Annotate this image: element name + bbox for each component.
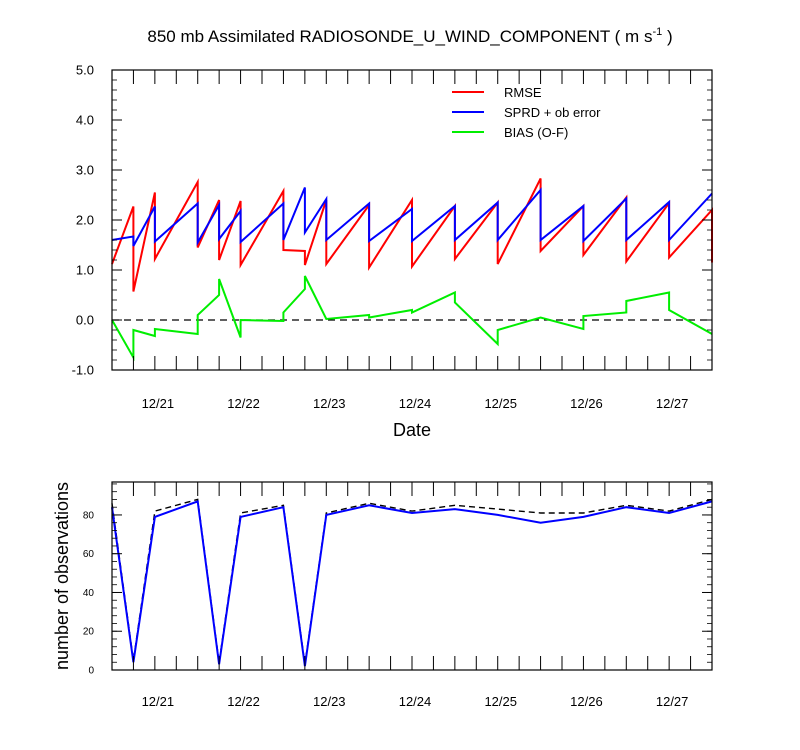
obs-used-line [111, 500, 713, 667]
bottom-x-tick-label: 12/21 [142, 694, 175, 709]
top-y-tick-label: 5.0 [76, 63, 94, 78]
legend-label-rmse: RMSE [504, 85, 542, 100]
bottom-x-tick-label: 12/25 [484, 694, 517, 709]
top-x-tick-label: 12/26 [570, 396, 603, 411]
bottom-x-tick-label: 12/26 [570, 694, 603, 709]
top-x-axis-label: Date [393, 420, 431, 440]
bottom-x-tick-label: 12/22 [227, 694, 260, 709]
legend-label-sprd: SPRD + ob error [504, 105, 601, 120]
bias-line [111, 275, 713, 362]
bottom-y-axis-label: number of observations [52, 482, 72, 670]
bottom-x-tick-label: 12/23 [313, 694, 346, 709]
chart-title: 850 mb Assimilated RADIOSONDE_U_WIND_COM… [147, 26, 672, 46]
bottom-x-tick-label: 12/24 [399, 694, 432, 709]
top-panel: -1.0 0.0 1.0 2.0 3.0 4.0 5.0 12/21 12/22 12/23 12/… [72, 63, 713, 440]
bottom-y-tick-label: 80 [83, 510, 95, 521]
legend-label-bias: BIAS (O-F) [504, 125, 568, 140]
sprd-line [111, 187, 713, 247]
bottom-y-tick-label: 40 [83, 588, 95, 599]
bottom-plot-frame [111, 481, 713, 671]
top-y-tick-label: 1.0 [76, 263, 94, 278]
top-x-tick-label: 12/22 [227, 396, 260, 411]
top-y-tick-label: -1.0 [72, 363, 94, 378]
obs-possible-line [111, 498, 713, 665]
top-y-tick-label: 2.0 [76, 213, 94, 228]
top-y-tick-label: 3.0 [76, 163, 94, 178]
top-y-tick-label: 4.0 [76, 113, 94, 128]
bottom-y-tick-label: 0 [88, 666, 94, 677]
bottom-panel: 0 20 40 60 80 12/21 12/22 12/23 12/24 12/25 12/26 1… [52, 481, 713, 709]
top-x-tick-label: 12/27 [656, 396, 689, 411]
top-x-tick-label: 12/24 [399, 396, 432, 411]
top-x-tick-label: 12/21 [142, 396, 175, 411]
bottom-y-tick-label: 20 [83, 627, 95, 638]
legend: RMSE SPRD + ob error BIAS (O-F) [452, 85, 601, 140]
bottom-y-tick-label: 60 [83, 549, 95, 560]
bottom-x-tick-label: 12/27 [656, 694, 689, 709]
top-x-tick-label: 12/23 [313, 396, 346, 411]
top-y-tick-label: 0.0 [76, 313, 94, 328]
top-x-tick-label: 12/25 [484, 396, 517, 411]
